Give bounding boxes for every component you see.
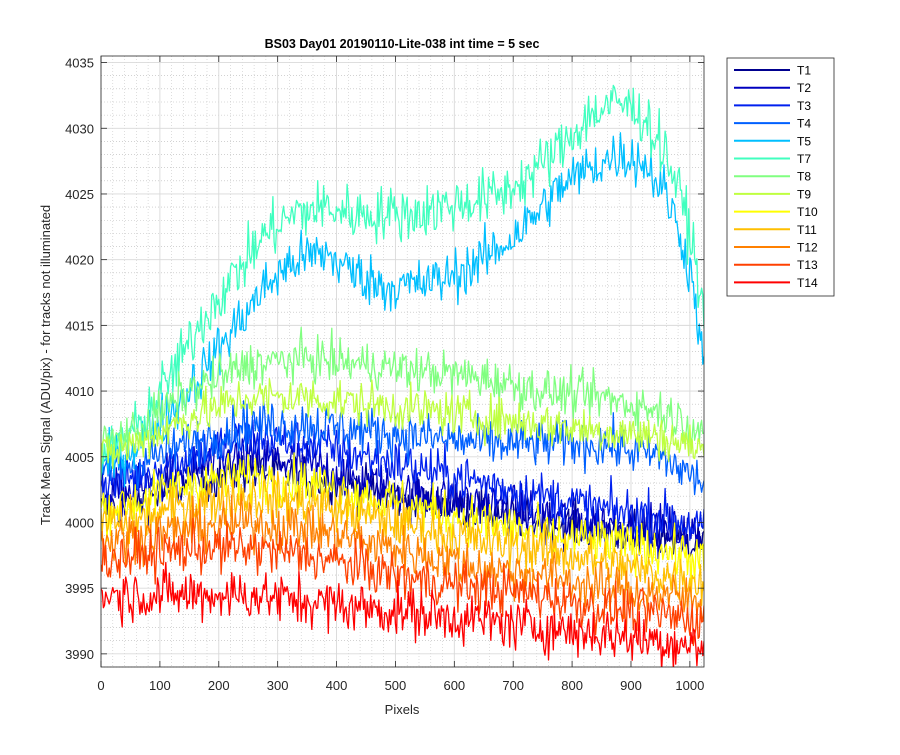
- x-tick-label: 200: [208, 678, 230, 693]
- y-tick-labels: 3990 3995 4000 4005 4010 4015 4020 4025 4030 4035: [65, 56, 94, 662]
- series-line-t3: [101, 419, 704, 546]
- x-tick-label: 500: [385, 678, 407, 693]
- x-tick-labels: 0 100 200 300 400 500 600 700 800 900 1000: [97, 678, 704, 693]
- series-line-t7: [101, 84, 704, 481]
- x-tick-label: 0: [97, 678, 104, 693]
- x-tick-label: 800: [561, 678, 583, 693]
- axes-box: [100, 55, 705, 668]
- x-tick-label: 700: [502, 678, 524, 693]
- series-line-t13: [101, 518, 704, 647]
- x-tick-label: 900: [620, 678, 642, 693]
- series-line-t14: [101, 561, 704, 667]
- legend-label-t4: T4: [797, 117, 811, 131]
- legend-label-t8: T8: [797, 170, 811, 184]
- legend-label-t11: T11: [797, 223, 817, 237]
- y-tick-label: 3995: [65, 581, 94, 596]
- x-tick-label: 300: [267, 678, 289, 693]
- y-tick-label: 3990: [65, 647, 94, 662]
- legend-label-t9: T9: [797, 187, 811, 201]
- x-axis-label: Pixels: [385, 702, 420, 717]
- y-tick-label: 4000: [65, 515, 94, 530]
- legend-label-t1: T1: [797, 64, 811, 78]
- ticks: [100, 56, 704, 667]
- series-line-t9: [101, 377, 704, 470]
- y-tick-label: 4010: [65, 384, 94, 399]
- legend-label-t7: T7: [797, 152, 811, 166]
- y-tick-label: 4025: [65, 187, 94, 202]
- x-tick-label: 400: [326, 678, 348, 693]
- legend: T1 T2 T3 T4 T5 T7 T8 T9 T10 T11 T12 T13 T14: [726, 57, 835, 297]
- series-line-t2: [101, 433, 704, 560]
- legend-label-t5: T5: [797, 134, 811, 148]
- x-tick-label: 1000: [675, 678, 704, 693]
- series-layer: [101, 84, 704, 667]
- series-line-t10: [101, 452, 704, 585]
- y-tick-label: 4005: [65, 450, 94, 465]
- y-tick-label: 4015: [65, 318, 94, 333]
- y-axis-label: Track Mean Signal (ADU/pix) - for tracks…: [38, 205, 53, 525]
- series-line-t8: [101, 326, 704, 470]
- y-tick-label: 4020: [65, 253, 94, 268]
- legend-label-t12: T12: [797, 241, 818, 255]
- y-tick-label: 4035: [65, 56, 94, 71]
- legend-label-t10: T10: [797, 205, 818, 219]
- legend-label-t3: T3: [797, 99, 811, 113]
- legend-label-t13: T13: [797, 258, 818, 272]
- y-tick-label: 4030: [65, 121, 94, 136]
- series-line-t12: [101, 493, 704, 621]
- chart-title: BS03 Day01 20190110-Lite-038 int time = …: [265, 37, 540, 51]
- legend-label-t14: T14: [797, 276, 818, 290]
- legend-label-t2: T2: [797, 81, 811, 95]
- x-tick-label: 600: [443, 678, 465, 693]
- x-tick-label: 100: [149, 678, 171, 693]
- series-line-t11: [101, 471, 704, 606]
